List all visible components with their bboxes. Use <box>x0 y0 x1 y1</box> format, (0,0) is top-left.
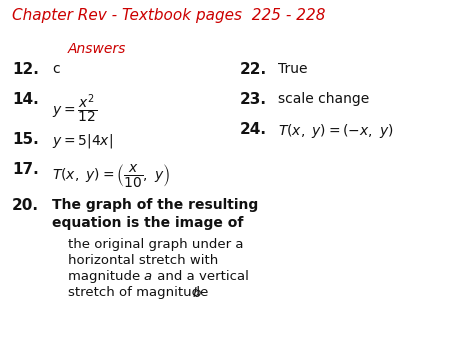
Text: the original graph under a: the original graph under a <box>68 238 243 251</box>
Text: 20.: 20. <box>12 198 39 213</box>
Text: $a$: $a$ <box>143 270 152 283</box>
Text: The graph of the resulting: The graph of the resulting <box>52 198 258 212</box>
Text: 22.: 22. <box>240 62 267 77</box>
Text: scale change: scale change <box>278 92 369 106</box>
Text: Chapter Rev - Textbook pages  225 - 228: Chapter Rev - Textbook pages 225 - 228 <box>12 8 325 23</box>
Text: 14.: 14. <box>12 92 39 107</box>
Text: horizontal stretch with: horizontal stretch with <box>68 254 218 267</box>
Text: 23.: 23. <box>240 92 267 107</box>
Text: 24.: 24. <box>240 122 267 137</box>
Text: and a vertical: and a vertical <box>153 270 249 283</box>
Text: $y = \dfrac{x^2}{12}$: $y = \dfrac{x^2}{12}$ <box>52 92 97 125</box>
Text: $b$: $b$ <box>192 286 202 300</box>
Text: 12.: 12. <box>12 62 39 77</box>
Text: equation is the image of: equation is the image of <box>52 216 243 230</box>
Text: Answers: Answers <box>68 42 126 56</box>
Text: 15.: 15. <box>12 132 39 147</box>
Text: magnitude: magnitude <box>68 270 144 283</box>
Text: $T(x,\ y) = \left(\dfrac{x}{10},\ y\right)$: $T(x,\ y) = \left(\dfrac{x}{10},\ y\righ… <box>52 162 170 189</box>
Text: True: True <box>278 62 307 76</box>
Text: c: c <box>52 62 59 76</box>
Text: stretch of magnitude: stretch of magnitude <box>68 286 212 299</box>
Text: 17.: 17. <box>12 162 39 177</box>
Text: $T(x,\ y) = (-x,\ y)$: $T(x,\ y) = (-x,\ y)$ <box>278 122 394 140</box>
Text: $y = 5|4x|$: $y = 5|4x|$ <box>52 132 113 150</box>
Text: .: . <box>202 286 206 299</box>
